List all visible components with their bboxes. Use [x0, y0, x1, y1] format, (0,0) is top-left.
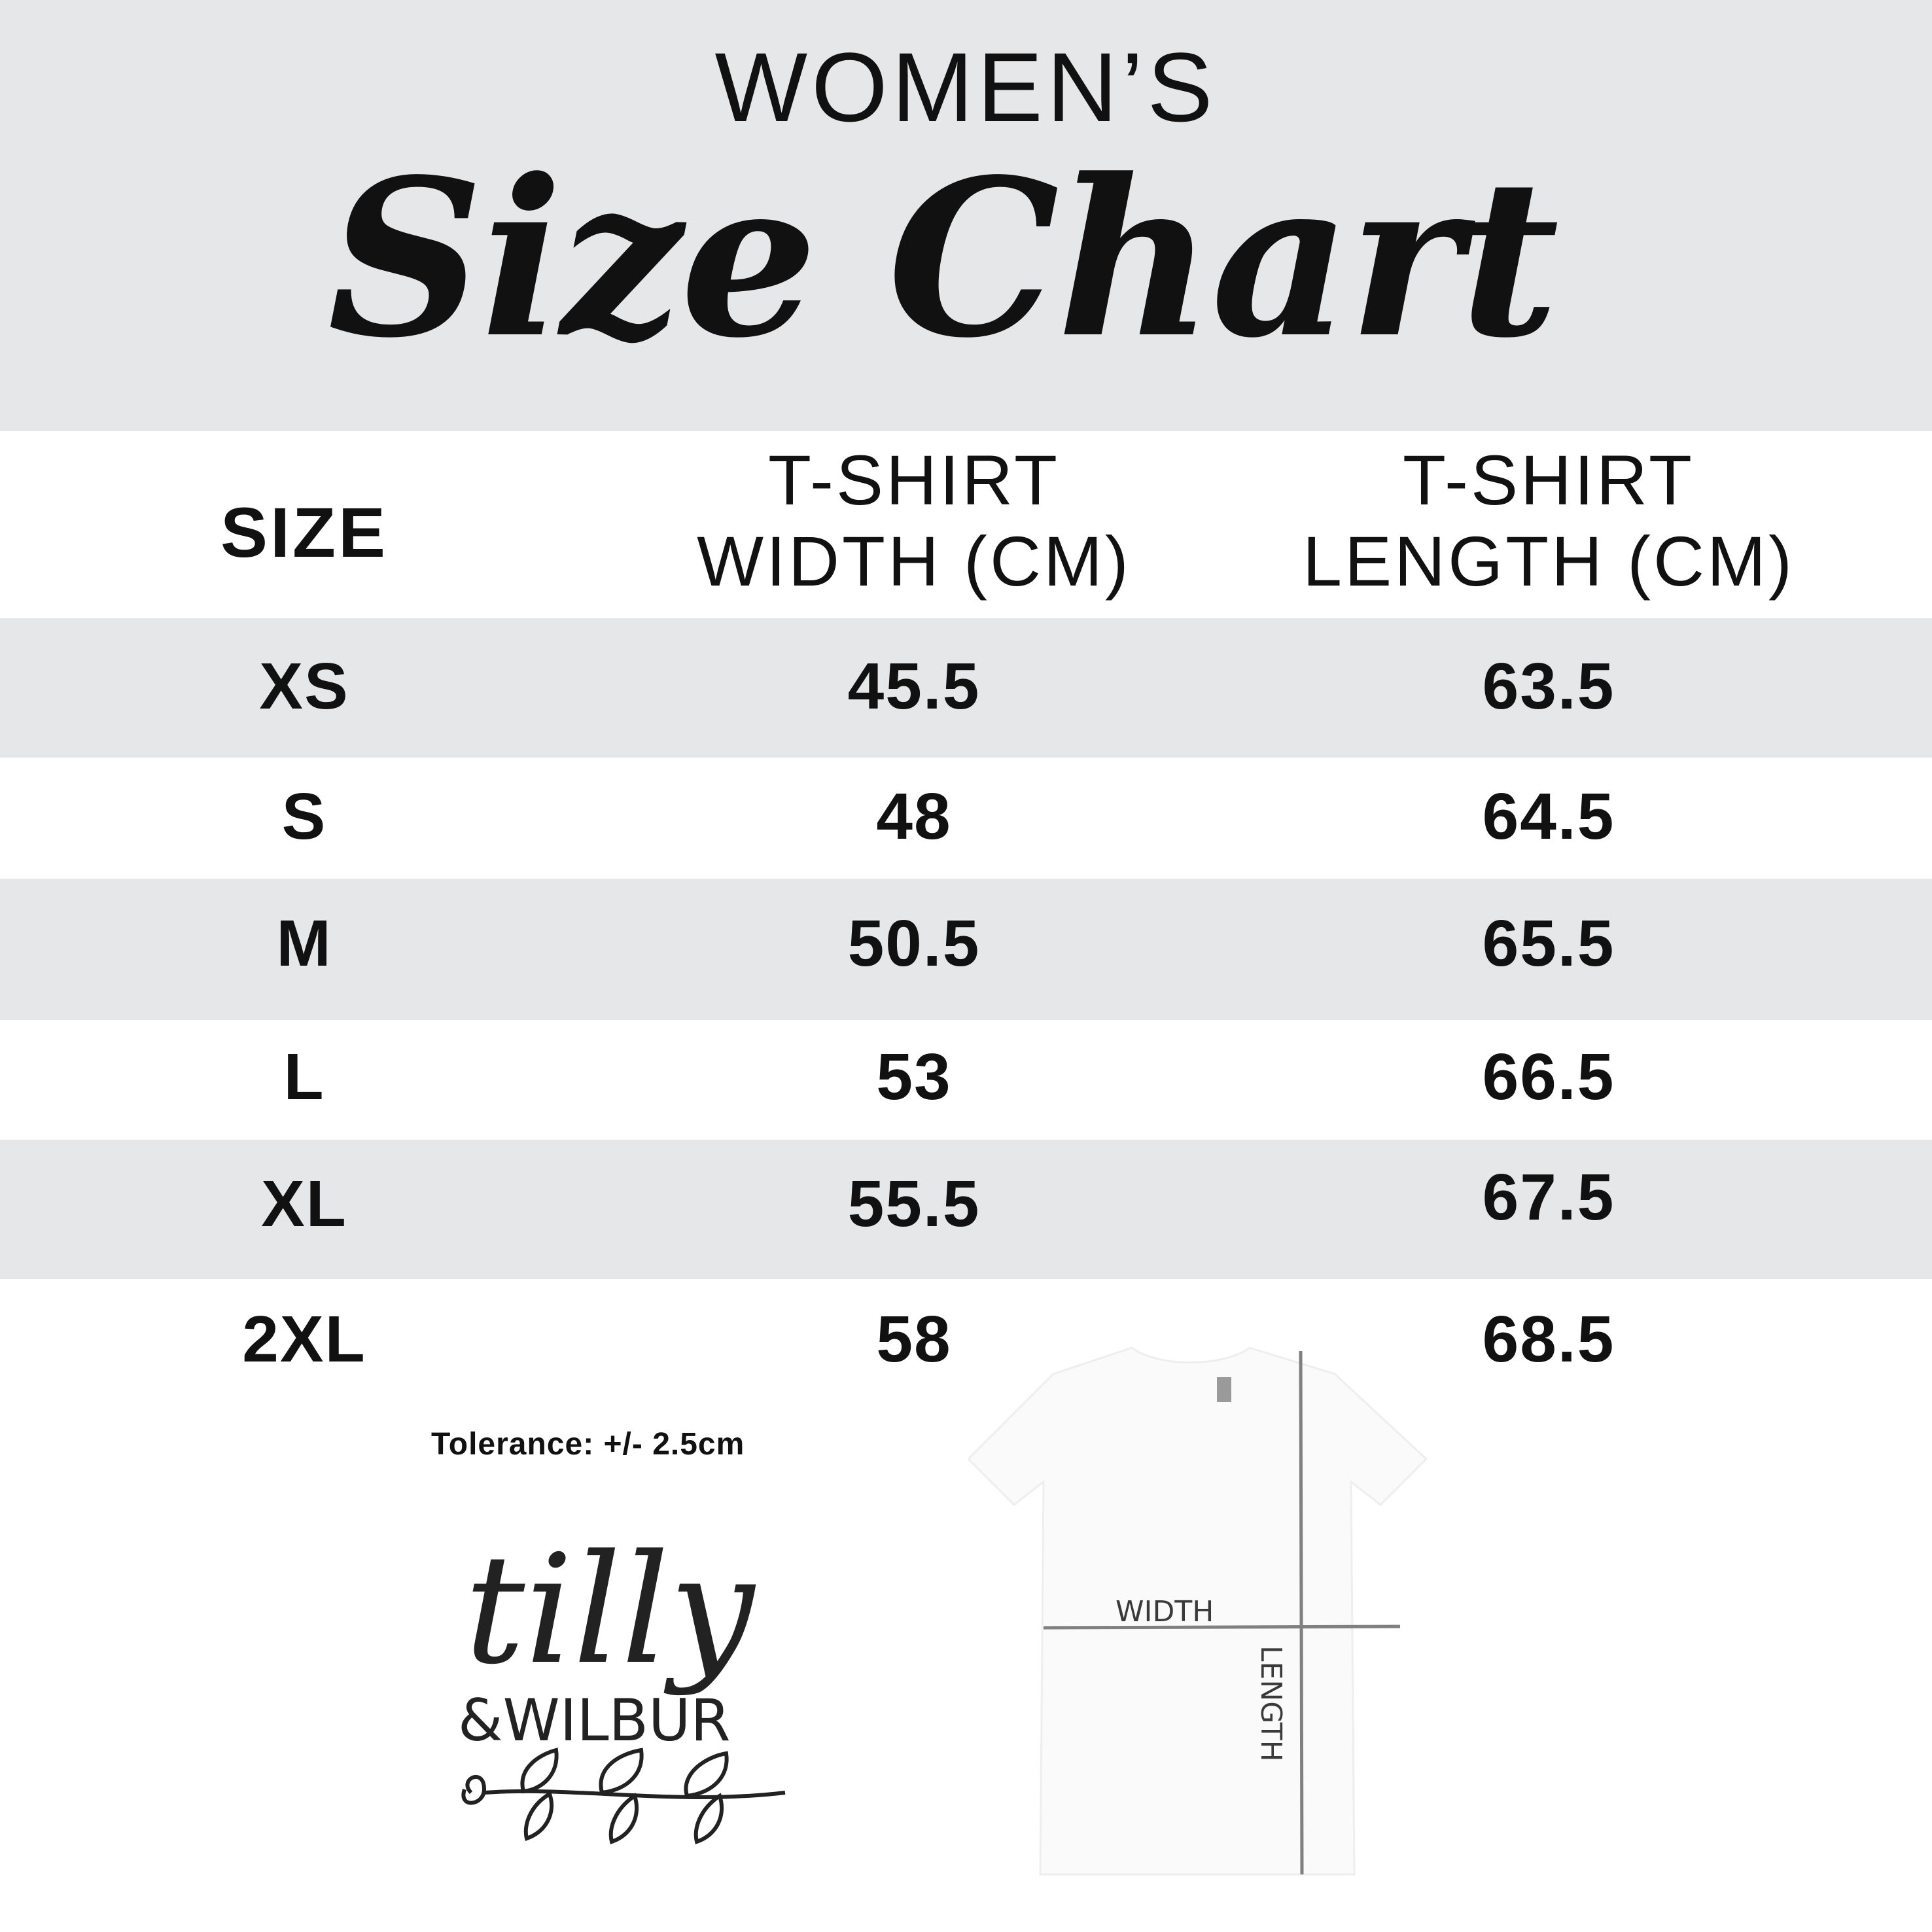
leaf-vine-icon	[461, 1748, 786, 1844]
column-header-length-line2: LENGTH (CM)	[1303, 521, 1795, 601]
brand-logo: tilly &WILBUR	[458, 1531, 786, 1844]
column-header-length: T-SHIRT LENGTH (CM)	[1303, 440, 1795, 602]
cell-size: M	[276, 907, 332, 980]
cell-size: XL	[261, 1167, 347, 1240]
length-line	[1299, 1350, 1304, 1875]
logo-wilbur: &WILBUR	[458, 1687, 731, 1754]
cell-length: 67.5	[1482, 1161, 1615, 1234]
row-stripe-xl	[0, 1140, 1932, 1279]
cell-length: 63.5	[1482, 650, 1615, 723]
cell-size: S	[281, 780, 327, 853]
column-header-width-line1: T-SHIRT	[767, 440, 1061, 519]
cell-width: 58	[876, 1303, 952, 1376]
column-header-length-line1: T-SHIRT	[1402, 440, 1695, 519]
length-label: LENGTH	[1254, 1645, 1288, 1762]
row-stripe-m	[0, 879, 1932, 1020]
width-line	[1043, 1625, 1401, 1630]
cell-size: 2XL	[242, 1303, 366, 1376]
tshirt-diagram: WIDTH LENGTH	[968, 1346, 1428, 1876]
tshirt-shape	[968, 1346, 1428, 1876]
column-header-size-label: SIZE	[220, 493, 389, 572]
width-label: WIDTH	[1115, 1595, 1214, 1628]
cell-length: 68.5	[1482, 1303, 1615, 1376]
cell-width: 45.5	[847, 650, 981, 723]
row-stripe-xs	[0, 618, 1932, 758]
tolerance-note: Tolerance: +/- 2.5cm	[431, 1427, 745, 1462]
logo-tilly: tilly	[465, 1531, 756, 1698]
cell-size: XS	[259, 650, 349, 723]
tshirt-tag	[1217, 1377, 1231, 1402]
header-band	[0, 0, 1932, 431]
cell-length: 64.5	[1482, 780, 1615, 853]
eyebrow-title: WOMEN’S	[714, 32, 1217, 142]
cell-length: 66.5	[1482, 1040, 1615, 1114]
column-header-width-line2: WIDTH (CM)	[697, 521, 1131, 601]
cell-width: 48	[876, 780, 952, 853]
cell-width: 50.5	[847, 907, 981, 980]
column-header-size: SIZE	[220, 492, 388, 573]
cell-width: 55.5	[847, 1167, 981, 1240]
cell-length: 65.5	[1482, 907, 1615, 980]
cell-width: 53	[876, 1040, 952, 1114]
cell-size: L	[283, 1040, 325, 1114]
column-header-width: T-SHIRT WIDTH (CM)	[697, 440, 1131, 602]
page-title: Size Chart	[327, 132, 1560, 385]
